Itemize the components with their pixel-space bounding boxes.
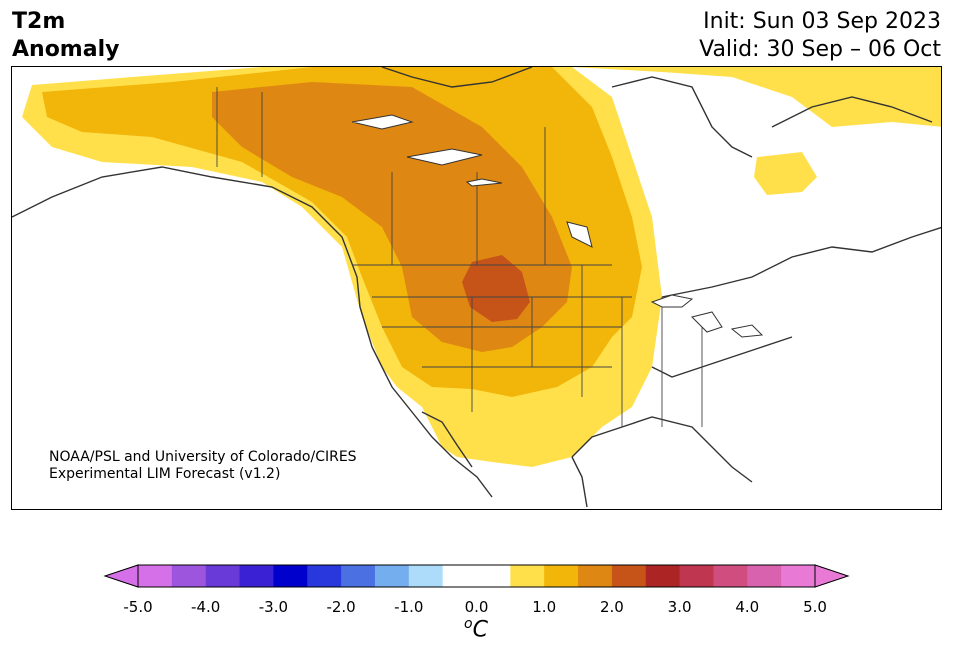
colorbar-cell — [747, 565, 782, 587]
colorbar-cell — [408, 565, 444, 587]
colorbar-cell — [510, 565, 545, 587]
colorbar-cells — [138, 565, 816, 587]
colorbar-cell — [273, 565, 308, 587]
anomaly-region-2-2-5 — [462, 255, 530, 322]
colorbar-tick-label: -4.0 — [191, 598, 221, 616]
colorbar-units: oC — [464, 616, 488, 642]
colorbar-cell — [645, 565, 681, 587]
credit-text: NOAA/PSL and University of Colorado/CIRE… — [49, 449, 357, 483]
credit-line-1: NOAA/PSL and University of Colorado/CIRE… — [49, 449, 357, 465]
colorbar-tick-label: 4.0 — [735, 598, 760, 616]
colorbar-cell — [476, 565, 511, 587]
colorbar-cell — [578, 565, 613, 587]
colorbar — [103, 564, 850, 588]
colorbar-tick-label: -2.0 — [326, 598, 356, 616]
colorbar-tick-label: 2.0 — [599, 598, 624, 616]
forecast-dates: Init: Sun 03 Sep 2023 Valid: 30 Sep – 06… — [699, 8, 941, 64]
colorbar-tick-label: -5.0 — [123, 598, 153, 616]
great-lakes — [650, 294, 764, 338]
colorbar-tick-label: 0.0 — [464, 598, 489, 616]
colorbar-cell — [239, 565, 274, 587]
anomaly-region-0-5-1-arctic — [572, 67, 941, 127]
colorbar-cell — [205, 565, 241, 587]
title-line-1: T2m — [12, 9, 66, 34]
units-base: C — [472, 617, 488, 643]
anomaly-region-0-5-1-baffin — [754, 152, 817, 195]
colorbar-cell — [341, 565, 376, 587]
anomaly-map — [11, 66, 942, 510]
colorbar-tick-label: 1.0 — [532, 598, 557, 616]
colorbar-tick-label: -3.0 — [258, 598, 289, 616]
units-degree: o — [464, 616, 473, 632]
map-title: T2m Anomaly — [12, 8, 119, 64]
colorbar-cell — [171, 565, 207, 587]
colorbar-cell — [442, 565, 477, 587]
colorbar-cell — [611, 565, 647, 587]
political-borders — [216, 87, 703, 427]
colorbar-cell — [307, 565, 342, 587]
colorbar-cell — [544, 565, 579, 587]
init-date: Init: Sun 03 Sep 2023 — [703, 9, 941, 34]
hudson-bay-lakes — [351, 114, 593, 248]
colorbar-tick-label: -1.0 — [394, 598, 424, 616]
colorbar-tick-label: 3.0 — [667, 598, 692, 616]
colorbar-cell — [713, 565, 748, 587]
map-canvas — [12, 67, 941, 508]
colorbar-extend-max — [814, 564, 850, 588]
valid-range: Valid: 30 Sep – 06 Oct — [699, 37, 941, 62]
colorbar-outline — [137, 564, 816, 588]
colorbar-tick-label: 5.0 — [803, 598, 827, 616]
coastlines — [12, 67, 941, 508]
colorbar-cell — [679, 565, 714, 587]
colorbar-cell — [781, 565, 816, 587]
colorbar-cell — [138, 565, 173, 587]
colorbar-cell — [374, 565, 410, 587]
title-line-2: Anomaly — [12, 37, 120, 62]
credit-line-2: Experimental LIM Forecast (v1.2) — [49, 466, 281, 482]
colorbar-extend-min — [103, 564, 139, 588]
